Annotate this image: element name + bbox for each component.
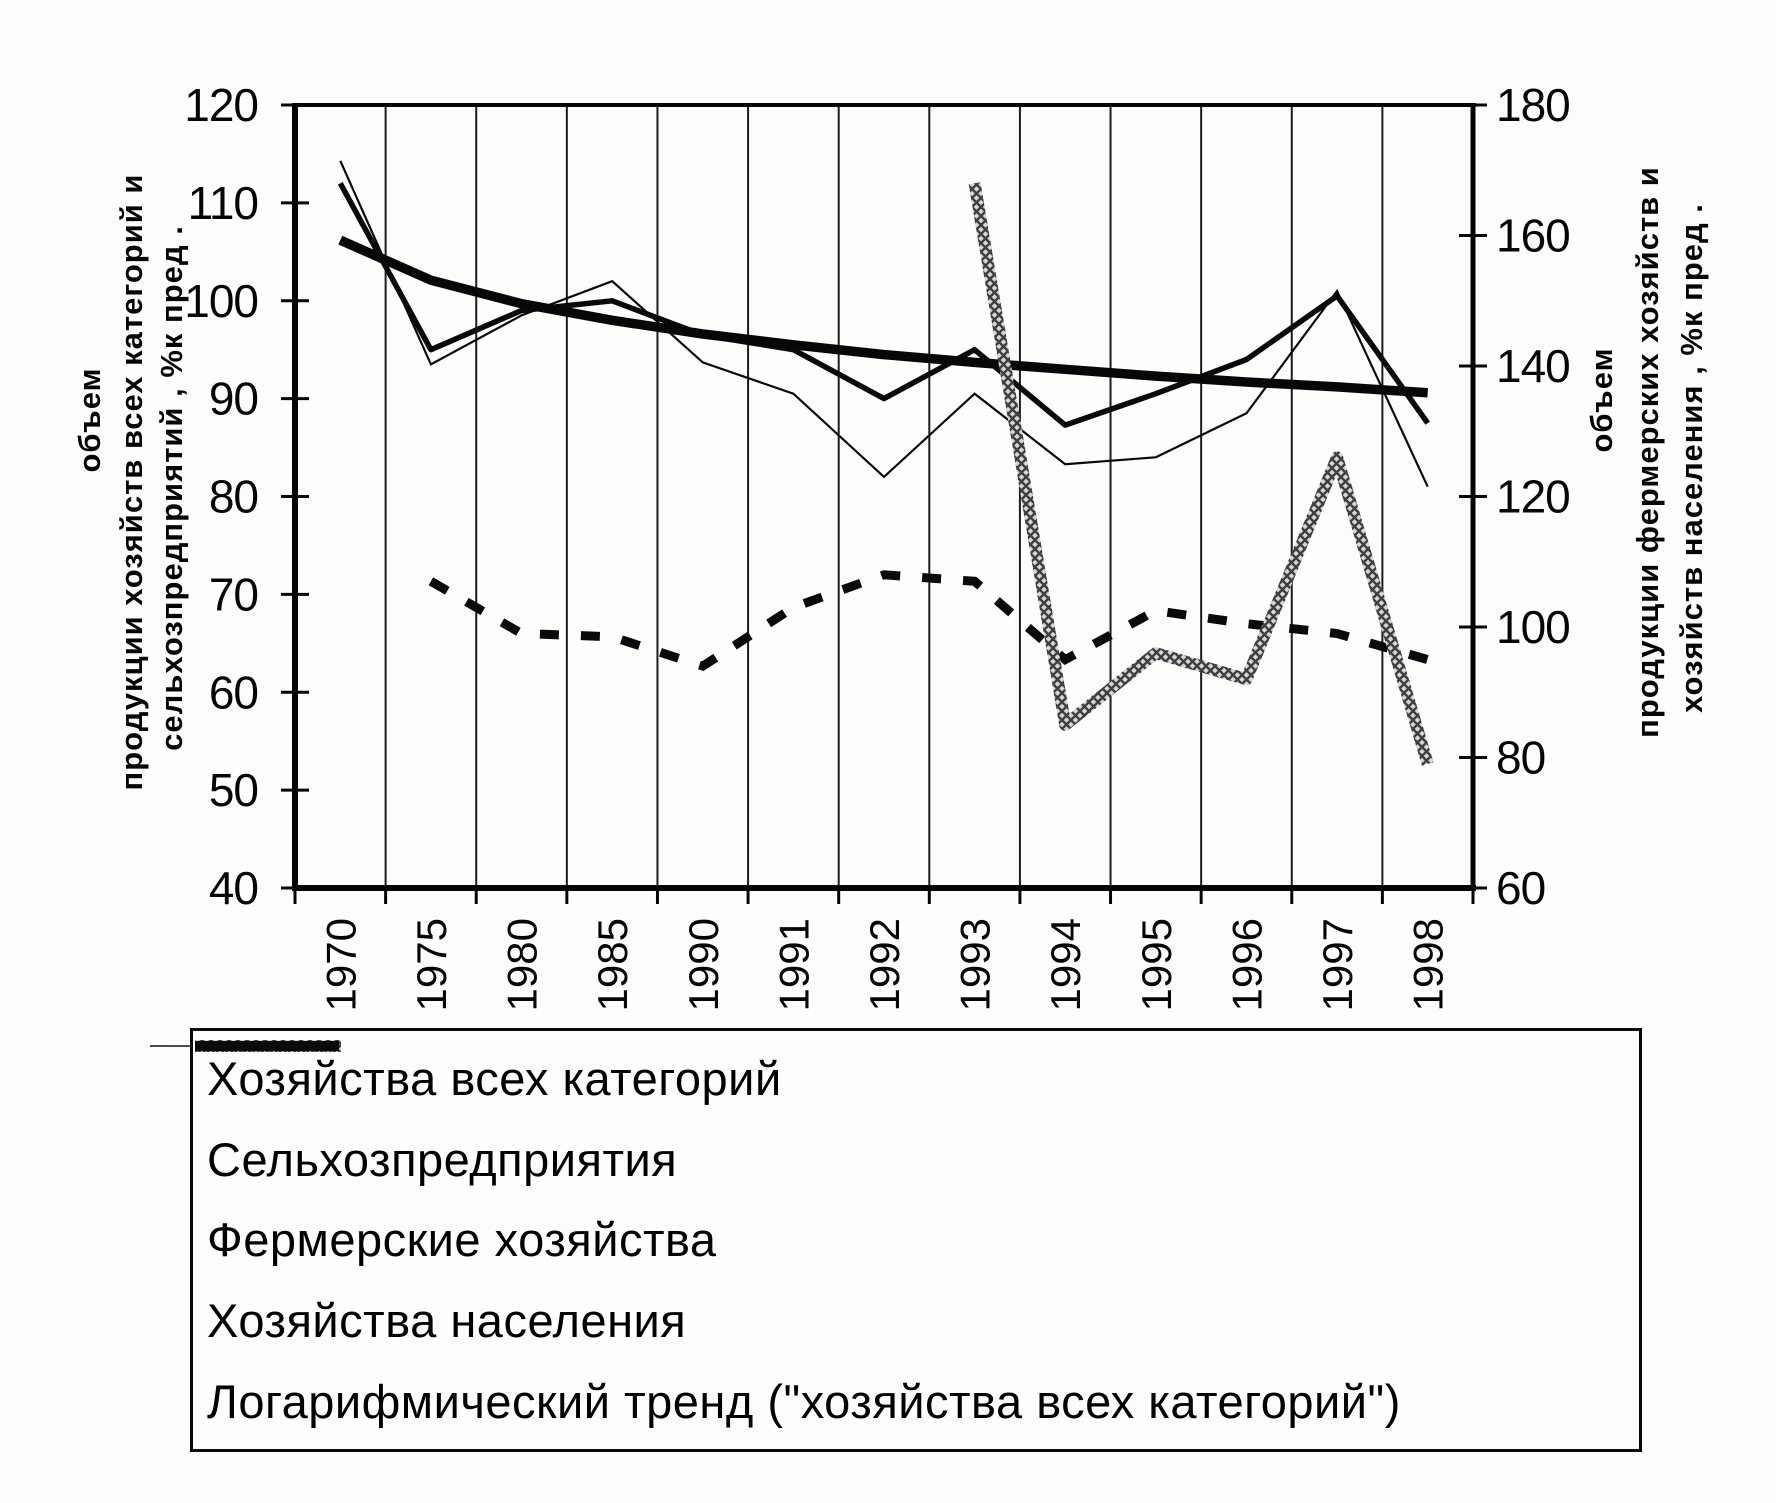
right-axis-title: объем (1584, 347, 1619, 452)
right-tick-label: 180 (1496, 79, 1570, 131)
x-tick-label: 1996 (1223, 918, 1270, 1011)
right-axis-title: хозяйств населения , %к пред . (1674, 203, 1709, 713)
legend-swatch-solid-heavy-icon (195, 1041, 339, 1051)
legend-item-farmer: Хозяйства населения Фермерские хозяйства (195, 1040, 1639, 1279)
series-line-all-categories (337, 181, 1430, 428)
chart-legend: Хозяйства всех категорий Сельхозпредприя… (190, 1028, 1642, 1452)
axis-labels: 120 110 100 90 80 70 60 50 40 180 160 140 120 100 80 60… (184, 79, 1571, 1011)
legend-item-selkhozpredpriyatiya: Сельхозпредприятия (197, 1044, 1639, 1198)
left-tick-label: 70 (209, 568, 258, 620)
left-tick-label: 40 (209, 862, 258, 914)
left-axis-title: сельхозпредприятий , %к пред . (154, 225, 189, 751)
x-tick-label: 1993 (952, 918, 999, 1011)
series-line-selkhozpredpriyatiya (339, 160, 1429, 488)
x-tick-label: 1995 (1133, 918, 1180, 1011)
x-tick-label: 1992 (861, 918, 908, 1011)
gridlines (384, 105, 1384, 888)
left-axis-title: продукции хозяйств всех категорий и (114, 174, 149, 791)
legend-label: Сельхозпредприятия (207, 1132, 678, 1186)
plot-frame (292, 103, 1476, 891)
legend-item-household: Хозяйства населения (195, 1041, 1639, 1360)
left-tick-label: 90 (209, 373, 258, 425)
right-tick-label: 60 (1496, 862, 1545, 914)
right-tick-label: 160 (1496, 210, 1570, 262)
x-tick-label: 1980 (499, 918, 546, 1011)
left-tick-label: 110 (188, 177, 258, 229)
legend-item-all-categories: Хозяйства всех категорий (197, 1040, 1639, 1118)
series-line-farmer (968, 182, 1434, 766)
x-tick-label: 1994 (1042, 918, 1089, 1011)
axis-titles: объем продукции хозяйств всех категорий и… (72, 166, 1709, 790)
series-line-household (428, 570, 1429, 672)
right-tick-label: 100 (1496, 601, 1570, 653)
legend-label: Фермерские хозяйства (207, 1213, 717, 1267)
series-line-log-trend (338, 235, 1429, 398)
left-tick-label: 80 (209, 471, 258, 523)
left-axis-title: объем (72, 367, 107, 472)
x-tick-label: 1997 (1314, 918, 1361, 1011)
right-axis-title: продукции фермерских хозяйств и (1630, 166, 1665, 738)
x-tick-label: 1998 (1405, 918, 1452, 1011)
legend-label: Хозяйства населения (207, 1294, 687, 1348)
x-tick-label: 1975 (408, 918, 455, 1011)
left-tick-label: 100 (184, 275, 258, 327)
x-tick-label: 1990 (680, 918, 727, 1011)
x-tick-label: 1970 (317, 918, 364, 1011)
left-tick-label: 120 (184, 79, 258, 131)
left-tick-label: 60 (209, 666, 258, 718)
axis-ticks (281, 103, 1487, 904)
legend-label: Логарифмический тренд ("хозяйства всех к… (207, 1374, 1401, 1428)
right-tick-label: 120 (1496, 471, 1570, 523)
left-tick-label: 50 (209, 764, 258, 816)
x-tick-label: 1991 (770, 918, 817, 1011)
x-tick-label: 1985 (589, 918, 636, 1011)
legend-item-log-trend: Логарифмический тренд ("хозяйства всех к… (195, 1041, 1639, 1440)
right-tick-label: 140 (1496, 340, 1570, 392)
legend-label: Хозяйства всех категорий (207, 1052, 782, 1106)
right-tick-label: 80 (1496, 732, 1545, 784)
